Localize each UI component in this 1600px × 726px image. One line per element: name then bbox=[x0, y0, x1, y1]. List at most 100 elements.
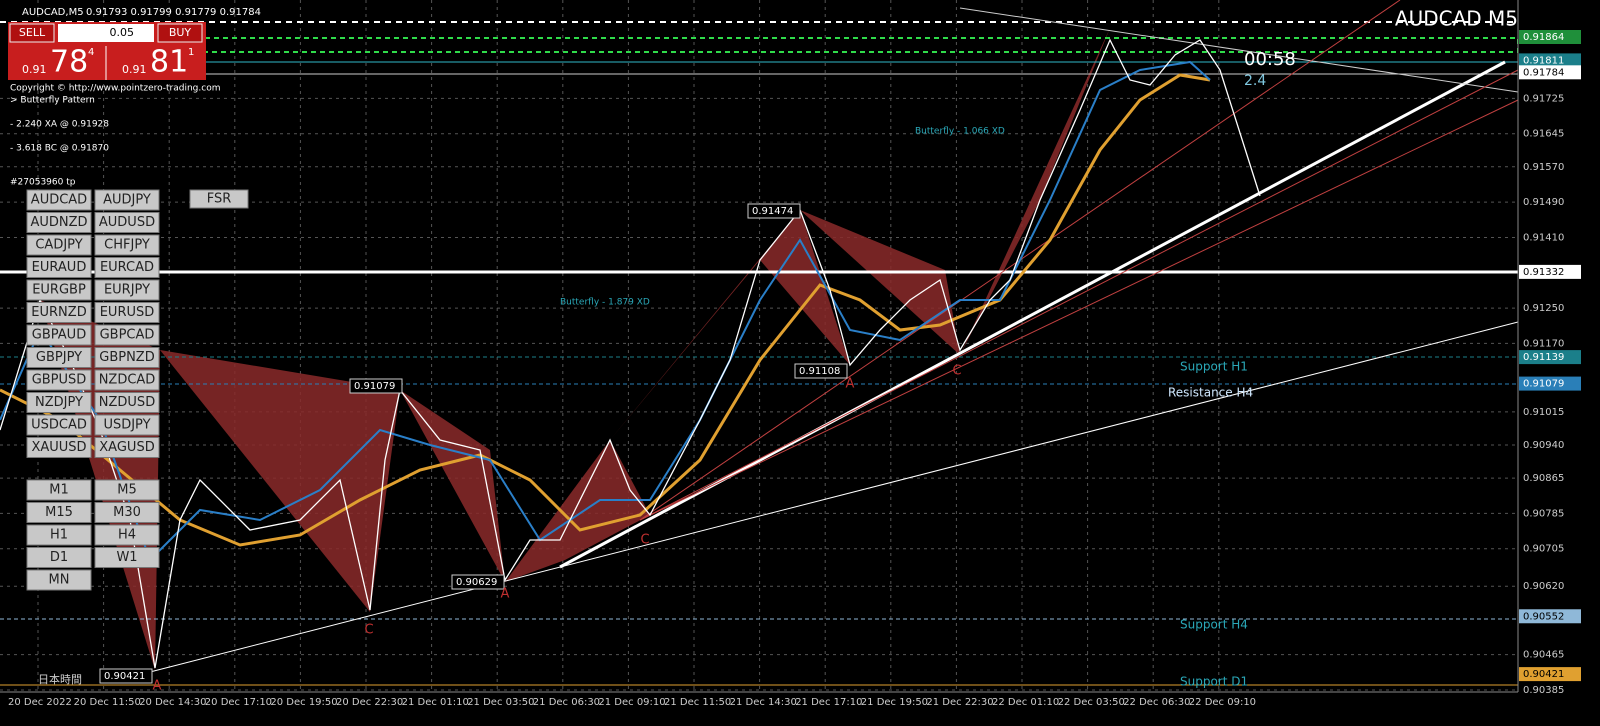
label: 0.90465 bbox=[1523, 650, 1564, 661]
timeframe-button[interactable]: W1 bbox=[94, 547, 160, 568]
timeframe-button[interactable]: M30 bbox=[94, 502, 160, 523]
timeframe-button[interactable]: H4 bbox=[94, 524, 160, 546]
button-face bbox=[26, 212, 92, 233]
label: 0.90385 bbox=[1523, 685, 1564, 696]
symbol-button[interactable]: EURJPY bbox=[94, 279, 160, 301]
symbol-button[interactable]: EURAUD bbox=[26, 257, 92, 278]
label: 00:58 bbox=[1244, 49, 1296, 70]
point-box bbox=[747, 203, 801, 219]
pattern bbox=[800, 210, 960, 355]
label: 0.91864 bbox=[1523, 32, 1564, 43]
button-label: M15 bbox=[45, 505, 73, 520]
button-face bbox=[26, 257, 92, 278]
symbol-button[interactable]: CHFJPY bbox=[94, 234, 160, 256]
price-box bbox=[1519, 53, 1581, 68]
button-face bbox=[26, 524, 92, 546]
label: - 3.618 BC @ 0.91870 bbox=[10, 144, 109, 154]
symbol-button[interactable]: GBPJPY bbox=[26, 347, 92, 368]
button-face bbox=[94, 212, 160, 233]
label: 2.4 bbox=[1244, 73, 1266, 89]
label: AUDCAD M5 bbox=[1395, 7, 1518, 31]
label: 0.91139 bbox=[1523, 352, 1564, 363]
label: C bbox=[364, 623, 373, 638]
timeframe-button[interactable]: M5 bbox=[94, 479, 160, 501]
price-line bbox=[0, 38, 1261, 669]
button-label: M5 bbox=[117, 483, 137, 498]
label: 20 Dec 22:30 bbox=[336, 697, 403, 708]
button-label: W1 bbox=[116, 550, 137, 565]
button-label: EURJPY bbox=[104, 283, 150, 298]
label: 21 Dec 09:10 bbox=[598, 697, 665, 708]
buy-button[interactable] bbox=[157, 23, 203, 43]
symbol-button[interactable]: XAGUSD bbox=[94, 437, 160, 458]
lot-input[interactable] bbox=[58, 24, 154, 42]
button-label: M30 bbox=[113, 505, 141, 520]
symbol-button[interactable]: NZDUSD bbox=[94, 392, 160, 413]
button-label: NZDJPY bbox=[35, 395, 83, 410]
symbol-button[interactable]: USDJPY bbox=[94, 414, 160, 436]
timeframe-button[interactable]: M1 bbox=[26, 479, 92, 501]
label: 20 Dec 19:50 bbox=[270, 697, 337, 708]
button-face bbox=[94, 479, 160, 501]
button-face bbox=[26, 189, 92, 211]
symbol-button[interactable]: EURCAD bbox=[94, 257, 160, 278]
label: 0.90421 bbox=[104, 671, 145, 682]
label: Resistance H4 bbox=[1168, 386, 1253, 400]
symbol-button[interactable]: XAUUSD bbox=[26, 437, 92, 458]
label: 0.91 bbox=[122, 63, 147, 76]
label: 21 Dec 01:10 bbox=[402, 697, 469, 708]
symbol-button[interactable]: GBPNZD bbox=[94, 347, 160, 368]
button-face bbox=[94, 524, 160, 546]
label: 0.90785 bbox=[1523, 508, 1564, 519]
fsr-button[interactable]: FSR bbox=[189, 189, 249, 209]
button-label: AUDJPY bbox=[103, 193, 151, 208]
label: #27053960 tp bbox=[10, 178, 76, 188]
symbol-button[interactable]: AUDUSD bbox=[94, 212, 160, 233]
timeframe-button[interactable]: D1 bbox=[26, 547, 92, 568]
button-label: XAUUSD bbox=[31, 440, 86, 455]
symbol-button[interactable]: AUDNZD bbox=[26, 212, 92, 233]
symbol-button[interactable]: GBPAUD bbox=[26, 324, 92, 346]
label: 0.91570 bbox=[1523, 162, 1564, 173]
button-face bbox=[26, 502, 92, 523]
label: 0.91784 bbox=[1523, 67, 1564, 78]
symbol-button[interactable]: EURNZD bbox=[26, 302, 92, 323]
label: Butterfly - 1.066 XD bbox=[915, 127, 1005, 137]
label: 日本時間 bbox=[38, 672, 82, 686]
button-label: AUDNZD bbox=[30, 215, 87, 230]
symbol-button[interactable]: CADJPY bbox=[26, 234, 92, 256]
label: 0.91079 bbox=[354, 381, 395, 392]
label: SELL bbox=[19, 26, 46, 39]
label: Butterfly - 1.879 XD bbox=[560, 298, 650, 308]
label: 21 Dec 03:50 bbox=[467, 697, 534, 708]
fan-line bbox=[639, 99, 1519, 521]
button-face bbox=[26, 279, 92, 301]
timeframe-button[interactable]: M15 bbox=[26, 502, 92, 523]
symbol-button[interactable]: USDCAD bbox=[26, 414, 92, 436]
symbol-button[interactable]: GBPCAD bbox=[94, 324, 160, 346]
label: 0.90705 bbox=[1523, 544, 1564, 555]
symbol-button[interactable]: NZDCAD bbox=[94, 369, 160, 391]
sell-button[interactable] bbox=[9, 23, 55, 43]
timeframe-button[interactable]: H1 bbox=[26, 524, 92, 546]
symbol-button[interactable]: AUDJPY bbox=[94, 189, 160, 211]
label: 0.91811 bbox=[1523, 55, 1564, 66]
button-face bbox=[26, 234, 92, 256]
symbol-button[interactable]: NZDJPY bbox=[26, 392, 92, 413]
label: Support H1 bbox=[1180, 360, 1248, 374]
symbol-button[interactable]: EURGBP bbox=[26, 279, 92, 301]
symbol-button[interactable]: GBPUSD bbox=[26, 369, 92, 391]
button-label: H1 bbox=[50, 528, 68, 543]
label: 21 Dec 17:10 bbox=[795, 697, 862, 708]
label: Support H4 bbox=[1180, 618, 1248, 632]
label: 0.05 bbox=[110, 26, 135, 39]
timeframe-button[interactable]: MN bbox=[26, 569, 92, 591]
label: 0.91410 bbox=[1523, 232, 1564, 243]
label: Copyright © http://www.pointzero-trading… bbox=[10, 84, 220, 94]
symbol-button[interactable]: AUDCAD bbox=[26, 189, 92, 211]
button-label: EURUSD bbox=[100, 305, 155, 320]
symbol-button[interactable]: EURUSD bbox=[94, 302, 160, 323]
